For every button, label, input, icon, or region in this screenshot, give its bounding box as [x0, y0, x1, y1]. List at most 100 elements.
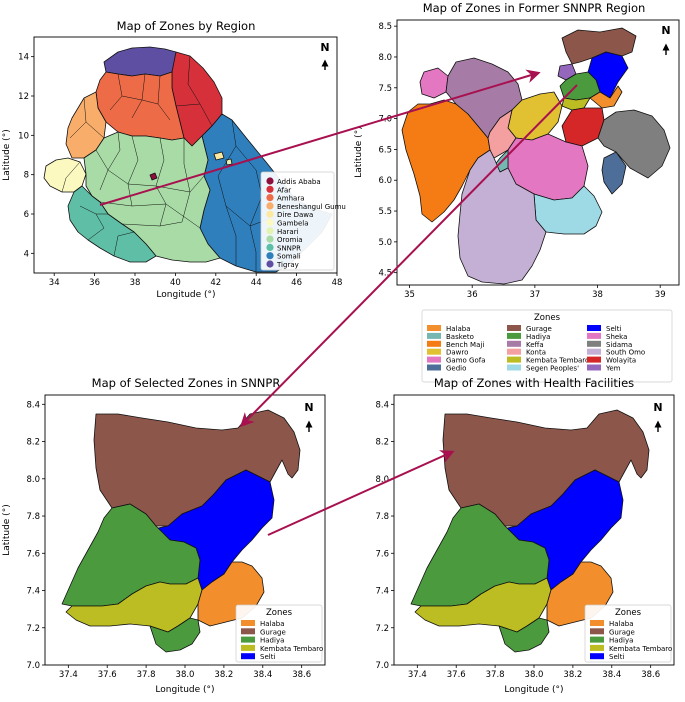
panel-region-map: Map of Zones by Region	[2, 19, 346, 300]
legend-label: Gurage	[260, 628, 286, 636]
legend-label: Halaba	[260, 620, 285, 628]
zone-gedio	[601, 151, 627, 195]
legend-swatch	[266, 202, 274, 210]
legend-label: Somali	[277, 253, 301, 261]
x-tick-label: 46	[291, 278, 302, 288]
panel1-north-arrow: N	[320, 41, 330, 70]
y-tick-label: 8.4	[26, 400, 40, 410]
legend-swatch	[241, 620, 255, 626]
y-tick-label: 7.0	[375, 661, 389, 671]
zone-konta	[487, 109, 517, 159]
x-tick-label: 38.0	[176, 670, 195, 680]
x-tick-label: 37.8	[137, 670, 156, 680]
legend-label: Dire Dawa	[277, 211, 313, 219]
legend-swatch	[590, 636, 604, 643]
legend-label: Oromia	[277, 236, 303, 244]
x-tick-label: 37.8	[486, 670, 505, 680]
zone-sheka	[419, 67, 449, 99]
x-tick-label: 38	[130, 278, 141, 288]
x-tick-label: 37.6	[98, 670, 117, 680]
legend-swatch	[241, 628, 255, 635]
legend-label: Gambela	[277, 220, 309, 228]
y-tick-label: 6	[24, 210, 29, 220]
legend-label: Kembata Tembaro	[526, 357, 589, 365]
legend-title: Zones	[534, 313, 561, 323]
zone-wolayita	[561, 107, 605, 147]
region-dire-dawa	[213, 151, 225, 161]
legend-swatch	[590, 653, 604, 660]
legend-label: Yem	[605, 365, 621, 373]
snnpr-zone-shapes	[401, 27, 671, 285]
x-tick-label: 37.4	[408, 670, 427, 680]
legend-swatch	[427, 332, 441, 339]
panel4-axes: 37.4 37.6 37.8 38.0 38.2 38.4 38.6 7.0 7.2 7.4 7.6…	[375, 400, 660, 680]
x-tick-label: 38.6	[292, 670, 311, 680]
panel-snnpr-map: Map of Zones in Former SNNPR Region 35 36…	[354, 1, 680, 383]
y-tick-label: 8	[24, 171, 29, 181]
legend-swatch	[427, 348, 441, 355]
x-tick-label: 40	[170, 278, 181, 288]
x-tick-label: 36	[467, 290, 478, 300]
region-gambela	[43, 157, 87, 193]
y-tick-label: 7.8	[375, 512, 389, 522]
legend-swatch	[507, 332, 521, 339]
y-tick-label: 7.5	[378, 84, 392, 94]
x-tick-label: 38.2	[214, 670, 233, 680]
legend-label: Hadiya	[609, 637, 633, 645]
panel-selected-zones-map: Map of Selected Zones in SNNPR 37.4 37.6 3…	[2, 376, 326, 695]
legend-label: Halaba	[609, 620, 634, 628]
region-snnpr	[67, 185, 157, 263]
north-label: N	[653, 401, 662, 414]
legend-label: Konta	[526, 349, 546, 357]
zone-kembata-south	[149, 617, 201, 653]
legend-label: Beneshangul Gumu	[277, 203, 346, 211]
legend-title: Zones	[266, 608, 293, 618]
north-label: N	[320, 41, 329, 54]
zone-halaba	[589, 85, 623, 109]
legend-swatch	[266, 177, 274, 185]
y-tick-label: 12	[18, 92, 29, 102]
legend-box	[421, 309, 673, 383]
legend-box	[260, 171, 335, 271]
y-tick-label: 7.0	[26, 661, 40, 671]
legend-swatch	[266, 227, 274, 235]
legend-title: Zones	[615, 608, 642, 618]
legend-label: Gurage	[609, 628, 635, 636]
legend-swatch	[266, 235, 274, 243]
y-tick-label: 5.5	[378, 207, 392, 217]
legend-label: Keffa	[526, 341, 544, 349]
y-tick-label: 4	[24, 249, 29, 259]
y-tick-label: 14	[18, 53, 29, 63]
legend-label: Kembata Tembaro	[260, 645, 323, 653]
legend-label: Selti	[260, 653, 275, 661]
y-tick-label: 7.6	[375, 549, 389, 559]
legend-label: Hadiya	[526, 333, 550, 341]
legend-label: SNNPR	[277, 244, 301, 252]
legend-label: Basketo	[446, 333, 474, 341]
legend-label: Wolayita	[606, 357, 636, 365]
legend-swatch	[587, 332, 601, 339]
panel3-title: Map of Selected Zones in SNNPR	[92, 376, 281, 390]
x-tick-label: 42	[210, 278, 221, 288]
legend-swatch	[587, 356, 601, 363]
y-tick-label: 7.6	[26, 549, 40, 559]
north-label: N	[661, 24, 670, 37]
x-tick-label: 38.0	[525, 670, 544, 680]
legend-swatch	[266, 185, 274, 193]
legend-swatch	[266, 194, 274, 202]
legend-swatch	[241, 653, 255, 660]
region-harari	[225, 158, 233, 166]
legend-label: Dawro	[446, 349, 468, 357]
panel4-title: Map of Zones with Health Facilities	[434, 376, 634, 390]
panel-health-facilities-map: Map of Zones with Health Facilities 37.4…	[375, 376, 675, 695]
flow-arrows	[99, 69, 578, 536]
legend-label: Hadiya	[260, 637, 284, 645]
legend-label: Kembata Tembaro	[609, 645, 672, 653]
y-tick-label: 7.4	[26, 587, 40, 597]
legend-swatch	[507, 356, 521, 363]
arrow-snnpr-to-selected	[240, 84, 578, 427]
legend-label: Sheka	[606, 333, 627, 341]
